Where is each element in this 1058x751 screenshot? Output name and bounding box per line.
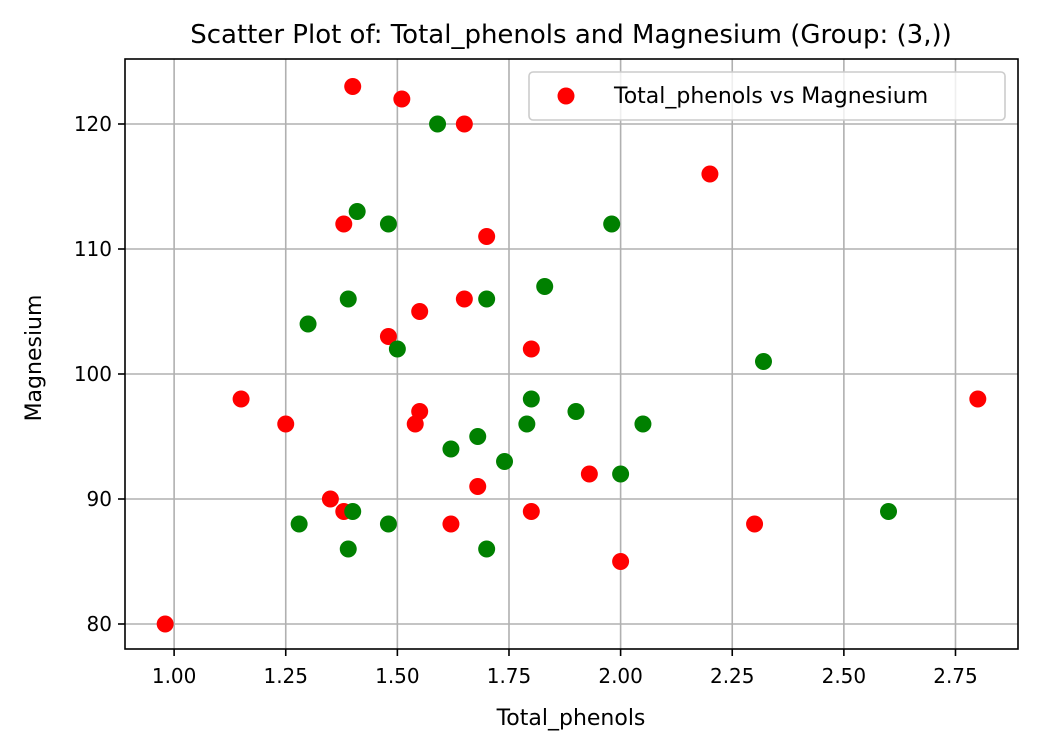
data-point-series-2 [522,390,540,408]
data-point-series-2 [442,440,460,458]
data-point-series-2 [603,215,621,233]
data-point-series-2 [348,203,366,220]
y-tick-label: 80 [87,612,112,636]
x-tick-label: 1.75 [487,664,532,688]
data-point-series-2 [379,515,397,533]
data-point-series-2 [339,290,357,308]
x-tick-label: 2.25 [710,664,755,688]
data-point-series-1 [411,303,429,320]
data-point-series-1 [393,90,411,108]
data-point-series-2 [536,278,554,295]
data-point-series-2 [880,503,898,520]
y-tick-label: 90 [87,487,112,511]
data-point-series-2 [379,215,397,233]
data-point-series-1 [612,553,630,570]
data-point-series-2 [496,453,514,470]
data-point-series-2 [388,340,406,358]
data-point-series-2 [299,315,317,333]
data-point-series-2 [518,415,536,433]
data-point-series-1 [335,215,353,233]
y-tick-label: 100 [74,362,112,386]
data-point-series-1 [232,390,250,408]
data-point-series-1 [969,390,987,408]
data-point-series-2 [469,428,487,445]
data-point-series-1 [522,503,540,520]
tick-group: 1.00 1.25 1.50 1.75 2.00 2.25 2.50 2.75 80 90 100 1… [74,112,978,688]
data-point-series-1 [406,415,424,433]
y-tick-label: 120 [74,112,112,136]
data-point-series-2 [478,290,496,308]
data-point-series-1 [580,465,598,483]
data-point-series-1 [455,115,473,133]
data-point-series-2 [634,415,652,433]
x-tick-label: 2.50 [822,664,867,688]
chart-title: Scatter Plot of: Total_phenols and Magne… [190,20,952,50]
data-point-series-2 [612,465,630,483]
data-point-series-2 [754,353,772,370]
data-point-series-1 [442,515,460,533]
data-point-series-1 [455,290,473,308]
data-point-series-1 [469,478,487,495]
data-point-series-1 [522,340,540,358]
legend-label: Total_phenols vs Magnesium [613,84,928,109]
data-point-series-1 [277,415,295,433]
data-point-series-1 [379,328,397,345]
x-tick-label: 2.00 [598,664,643,688]
data-point-series-1 [344,78,362,95]
legend-marker [557,87,575,105]
data-point-series-2 [344,503,362,520]
legend: Total_phenols vs Magnesium [528,71,1006,121]
x-tick-label: 1.25 [263,664,308,688]
y-axis-label: Magnesium [22,295,47,422]
legend-box [528,71,1006,121]
x-tick-label: 1.50 [375,664,420,688]
x-tick-label: 2.75 [933,664,978,688]
data-point-series-2 [339,540,357,558]
x-tick-label: 1.00 [152,664,197,688]
x-axis-label: Total_phenols [496,706,646,731]
data-point-series-2 [429,115,447,133]
data-point-series-1 [701,165,719,183]
data-point-series-2 [567,403,585,420]
data-point-series-1 [156,615,174,633]
data-point-series-1 [321,490,339,508]
data-points [156,78,987,633]
data-point-series-1 [746,515,764,533]
data-point-series-2 [290,515,308,533]
data-point-series-2 [478,540,496,558]
y-tick-label: 110 [74,237,112,261]
plot-frame [124,58,1019,650]
data-point-series-1 [478,228,496,245]
